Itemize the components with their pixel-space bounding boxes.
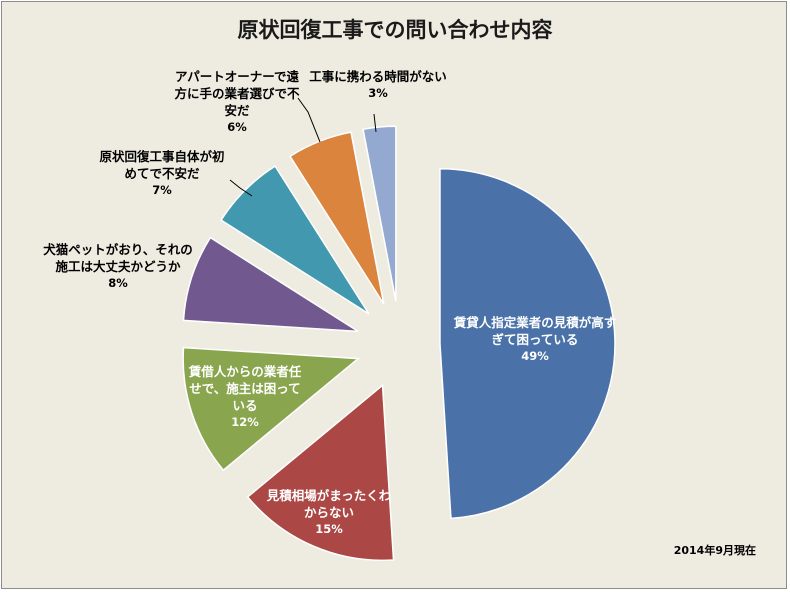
slice-label-0: 賃貸人指定業者の見積が高すぎて困っている 49% — [450, 314, 620, 365]
pie-slice-4 — [220, 165, 370, 315]
pie-slice-6 — [362, 125, 397, 302]
chart-title: 原状回復工事での問い合わせ内容 — [237, 18, 553, 42]
slice-label-5-pct: 6% — [227, 120, 247, 134]
slice-label-2-pct: 12% — [231, 415, 259, 429]
slice-label-4: 原状回復工事自体が初めてで不安だ 7% — [97, 148, 227, 199]
slice-label-4-pct: 7% — [152, 183, 172, 197]
pie-slice-3 — [182, 236, 359, 333]
pie-slice-1 — [246, 383, 395, 562]
slice-label-5-name: アパートオーナーで遠方に手の業者選びで不安だ — [174, 69, 300, 118]
slice-label-6-name: 工事に携わる時間がない — [309, 69, 447, 84]
footnote: 2014年9月現在 — [673, 544, 756, 557]
slice-label-1-pct: 15% — [315, 522, 343, 536]
leader-line-4 — [229, 179, 253, 197]
slice-label-0-pct: 49% — [521, 349, 549, 363]
slice-label-4-name: 原状回復工事自体が初めてで不安だ — [99, 149, 225, 181]
slice-label-6: 工事に携わる時間がない 3% — [304, 68, 452, 102]
slice-label-2: 賃借人からの業者任せで、施主は困っている 12% — [185, 363, 305, 431]
pie-slice-2 — [182, 346, 361, 472]
slice-label-3-name: 犬猫ペットがおり、それの施工は大丈夫かどうか — [43, 242, 193, 274]
slice-label-0-name: 賃貸人指定業者の見積が高すぎて困っている — [453, 315, 617, 347]
leader-line-5 — [297, 97, 321, 143]
pie-slice-0 — [439, 167, 616, 520]
slice-label-5: アパートオーナーで遠方に手の業者選びで不安だ 6% — [172, 68, 302, 136]
slice-label-6-pct: 3% — [368, 86, 388, 100]
slice-label-3: 犬猫ペットがおり、それの施工は大丈夫かどうか 8% — [38, 241, 198, 292]
slice-label-3-pct: 8% — [108, 276, 128, 290]
slice-label-1-name: 見積相場がまったくわからない — [266, 488, 392, 520]
leader-line-6 — [373, 113, 377, 133]
slice-label-2-name: 賃借人からの業者任せで、施主は困っている — [188, 364, 302, 413]
slice-label-1: 見積相場がまったくわからない 15% — [264, 487, 394, 538]
